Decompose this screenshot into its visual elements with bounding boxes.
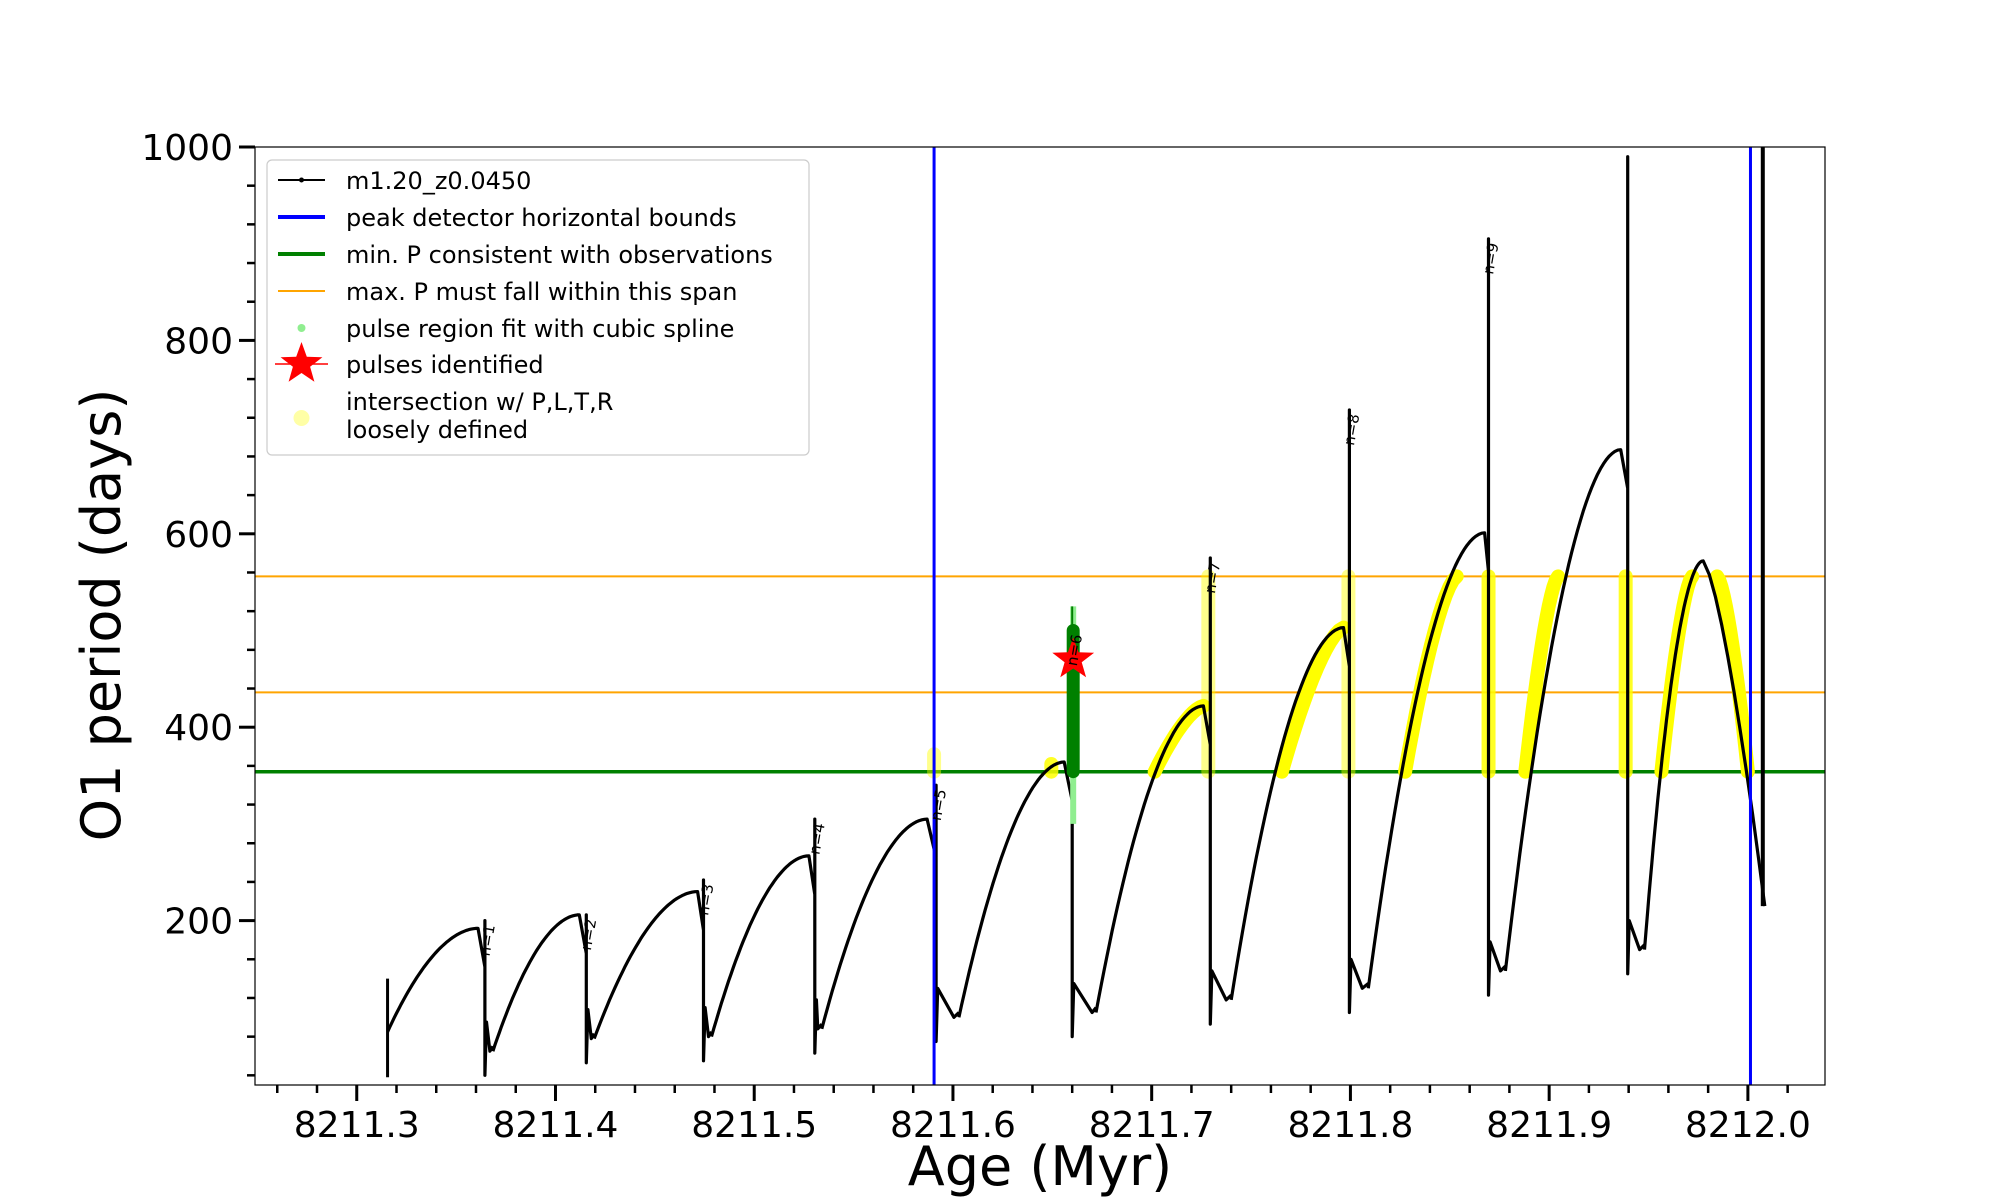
legend-label-4: pulse region fit with cubic spline — [346, 315, 734, 343]
yellow-region-4 — [1274, 620, 1351, 779]
legend-handle-4 — [297, 324, 306, 332]
data-series — [386, 147, 1767, 1078]
y-tick-label-4: 1000 — [141, 128, 233, 169]
pulse-cycle-0 — [386, 918, 495, 1077]
vertical-bound-lines — [932, 147, 1752, 1085]
plot-frame — [254, 146, 1826, 1086]
x-tick-label-3: 8211.6 — [890, 1105, 1016, 1146]
y-tick-label-0: 200 — [164, 902, 233, 943]
legend-box — [266, 159, 810, 456]
legend-handle-6 — [293, 410, 310, 426]
y-tick-label-1: 400 — [164, 708, 233, 749]
pulse-cycle-9 — [1503, 155, 1646, 976]
x-axis: 8211.3 8211.4 8211.5 8211.6 8211.7 8211.8 8211… — [276, 1085, 1811, 1146]
yellow-region-8 — [1518, 569, 1566, 779]
legend-label-6-line2: loosely defined — [346, 416, 528, 444]
yellow-region-11 — [1710, 569, 1755, 779]
pulse-label-6: n=7 — [1201, 561, 1224, 595]
pulse-cycle-5 — [957, 628, 1098, 1039]
pulse-identified-star-0 — [1052, 637, 1095, 678]
y-tick-label-2: 600 — [164, 515, 233, 556]
x-tick-label-1: 8211.4 — [493, 1105, 619, 1146]
pulse-label-4: n=5 — [927, 788, 950, 822]
pulse-label-5: n=6 — [1063, 633, 1086, 667]
pulse-cycle-10 — [1642, 559, 1767, 950]
legend-label-3: max. P must fall within this span — [346, 278, 737, 306]
legend-label-5: pulses identified — [346, 351, 544, 379]
pulse-cycle-8 — [1366, 237, 1507, 997]
pulse-label-8: n=9 — [1479, 241, 1502, 275]
pulse-label-0: n=1 — [476, 923, 499, 957]
pulse-label-7: n=8 — [1340, 413, 1363, 447]
pulse-label-2: n=3 — [694, 883, 717, 917]
x-tick-label-7: 8212.0 — [1685, 1105, 1811, 1146]
pulse-cycle-6 — [1094, 556, 1233, 1026]
pulse-cycle-3 — [709, 817, 824, 1055]
y-tick-label-3: 800 — [164, 321, 233, 362]
x-tick-label-0: 8211.3 — [294, 1105, 420, 1146]
legend-label-2: min. P consistent with observations — [346, 241, 773, 269]
x-tick-label-6: 8211.9 — [1486, 1105, 1612, 1146]
x-tick-label-2: 8211.5 — [691, 1105, 817, 1146]
yellow-region-6 — [1398, 569, 1464, 779]
x-axis-label: Age (Myr) — [908, 1135, 1173, 1198]
x-tick-label-4: 8211.7 — [1089, 1105, 1215, 1146]
pulse-cycle-7 — [1229, 408, 1370, 1015]
pulse-cycle-4 — [820, 783, 961, 1044]
legend-handle-5 — [280, 342, 323, 382]
legend-label-0: m1.20_z0.0450 — [346, 167, 531, 195]
pulse-cycle-2 — [592, 878, 713, 1063]
legend-handle-dot-0 — [299, 177, 304, 183]
pulse-cycle-1 — [491, 913, 596, 1065]
pulse-label-3: n=4 — [806, 822, 829, 856]
spline-and-observation-markers — [1052, 606, 1095, 824]
legend-label-1: peak detector horizontal bounds — [346, 204, 737, 232]
pulse-labels: n=1 n=2 n=3 n=4 n=5 n=6 n=7 n=8 n=9 — [476, 241, 1503, 957]
y-axis: 200 400 600 800 1000 — [141, 128, 255, 1077]
legend-label-6: intersection w/ P,L,T,R — [346, 388, 613, 416]
x-tick-label-5: 8211.8 — [1287, 1105, 1413, 1146]
pulse-label-1: n=2 — [577, 917, 600, 951]
y-axis-label: O1 period (days) — [70, 389, 133, 842]
